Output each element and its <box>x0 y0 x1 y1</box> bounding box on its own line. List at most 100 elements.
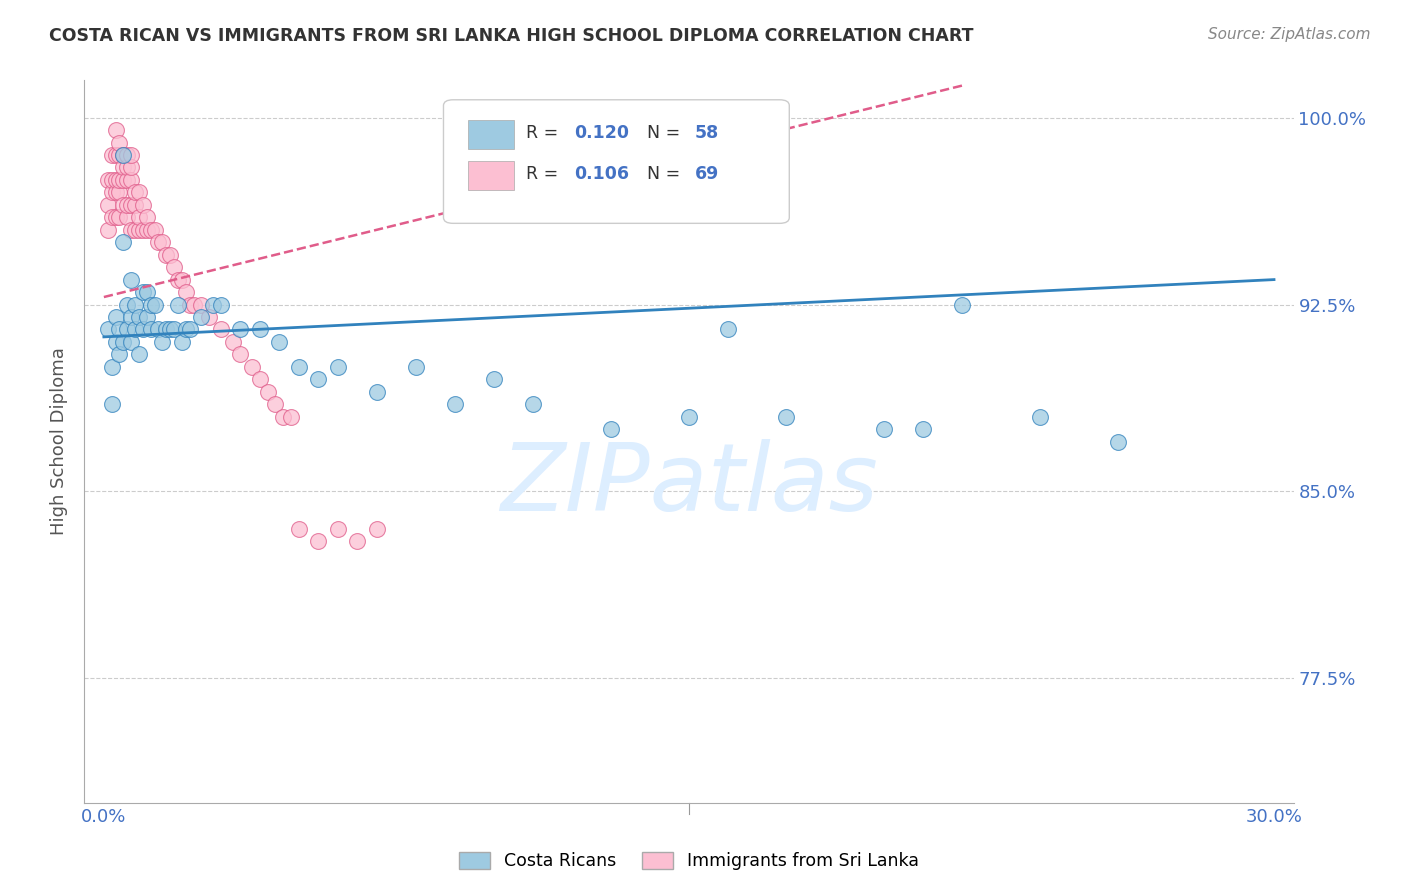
Point <box>873 422 896 436</box>
Point <box>198 310 221 324</box>
Point <box>128 186 150 200</box>
Point <box>170 334 193 349</box>
Point <box>326 522 349 536</box>
Point <box>271 409 294 424</box>
Point <box>135 285 157 299</box>
Point <box>522 397 544 411</box>
Point <box>108 347 131 361</box>
Point <box>112 148 135 162</box>
Point <box>163 322 186 336</box>
Point <box>366 522 388 536</box>
Text: N =: N = <box>647 124 685 142</box>
Point <box>112 235 135 250</box>
Point <box>132 223 155 237</box>
Point <box>128 223 150 237</box>
Point <box>143 297 166 311</box>
Point <box>775 409 797 424</box>
Text: Source: ZipAtlas.com: Source: ZipAtlas.com <box>1208 27 1371 42</box>
Point <box>444 397 467 411</box>
Text: COSTA RICAN VS IMMIGRANTS FROM SRI LANKA HIGH SCHOOL DIPLOMA CORRELATION CHART: COSTA RICAN VS IMMIGRANTS FROM SRI LANKA… <box>49 27 974 45</box>
Point <box>97 198 120 212</box>
Point <box>190 310 212 324</box>
Point <box>139 297 162 311</box>
Point <box>264 397 287 411</box>
Point <box>117 161 139 175</box>
Point <box>117 198 139 212</box>
Point <box>148 322 170 336</box>
Point <box>104 148 127 162</box>
Point <box>124 198 146 212</box>
Point <box>1029 409 1052 424</box>
Text: N =: N = <box>647 165 685 183</box>
Text: 69: 69 <box>695 165 720 183</box>
Point <box>1107 434 1129 449</box>
Point <box>120 310 142 324</box>
Point <box>104 173 127 187</box>
Point <box>256 384 278 399</box>
Point <box>139 223 162 237</box>
Point <box>135 310 157 324</box>
Point <box>117 173 139 187</box>
Point <box>117 211 139 225</box>
Point <box>346 534 368 549</box>
Point <box>717 322 740 336</box>
Point <box>120 334 142 349</box>
Point <box>183 297 205 311</box>
Point <box>100 211 122 225</box>
Point <box>104 310 127 324</box>
Text: 58: 58 <box>695 124 720 142</box>
Point <box>100 148 122 162</box>
Point <box>117 148 139 162</box>
Point <box>167 272 190 286</box>
Point <box>229 347 252 361</box>
FancyBboxPatch shape <box>468 161 513 190</box>
FancyBboxPatch shape <box>443 100 789 223</box>
Legend: Costa Ricans, Immigrants from Sri Lanka: Costa Ricans, Immigrants from Sri Lanka <box>451 845 927 877</box>
Point <box>170 272 193 286</box>
Point <box>179 322 201 336</box>
Point <box>174 285 197 299</box>
Point <box>229 322 252 336</box>
Point <box>112 148 135 162</box>
Point <box>108 186 131 200</box>
Point <box>97 223 120 237</box>
Point <box>269 334 291 349</box>
Text: 0.106: 0.106 <box>574 165 628 183</box>
Point <box>128 347 150 361</box>
Point <box>482 372 505 386</box>
Point <box>124 186 146 200</box>
Point <box>240 359 263 374</box>
Point <box>405 359 427 374</box>
Point <box>104 186 127 200</box>
Point <box>132 198 155 212</box>
Point <box>120 223 142 237</box>
Point <box>104 334 127 349</box>
Point <box>911 422 934 436</box>
Point <box>288 359 311 374</box>
Point <box>112 198 135 212</box>
Point <box>124 223 146 237</box>
Point <box>326 359 349 374</box>
Point <box>221 334 243 349</box>
Text: R =: R = <box>526 165 564 183</box>
Point <box>100 397 122 411</box>
Point <box>179 297 201 311</box>
Point <box>249 322 271 336</box>
Point <box>950 297 973 311</box>
Y-axis label: High School Diploma: High School Diploma <box>49 348 67 535</box>
Point <box>280 409 302 424</box>
Point <box>124 322 146 336</box>
Point <box>167 297 190 311</box>
Point <box>366 384 388 399</box>
Point <box>600 422 623 436</box>
Point <box>100 186 122 200</box>
Point <box>117 322 139 336</box>
Point <box>112 173 135 187</box>
Point <box>120 173 142 187</box>
Point <box>120 148 142 162</box>
Point <box>288 522 311 536</box>
Point <box>307 534 329 549</box>
Point <box>163 260 186 274</box>
Point <box>108 173 131 187</box>
Point <box>100 359 122 374</box>
